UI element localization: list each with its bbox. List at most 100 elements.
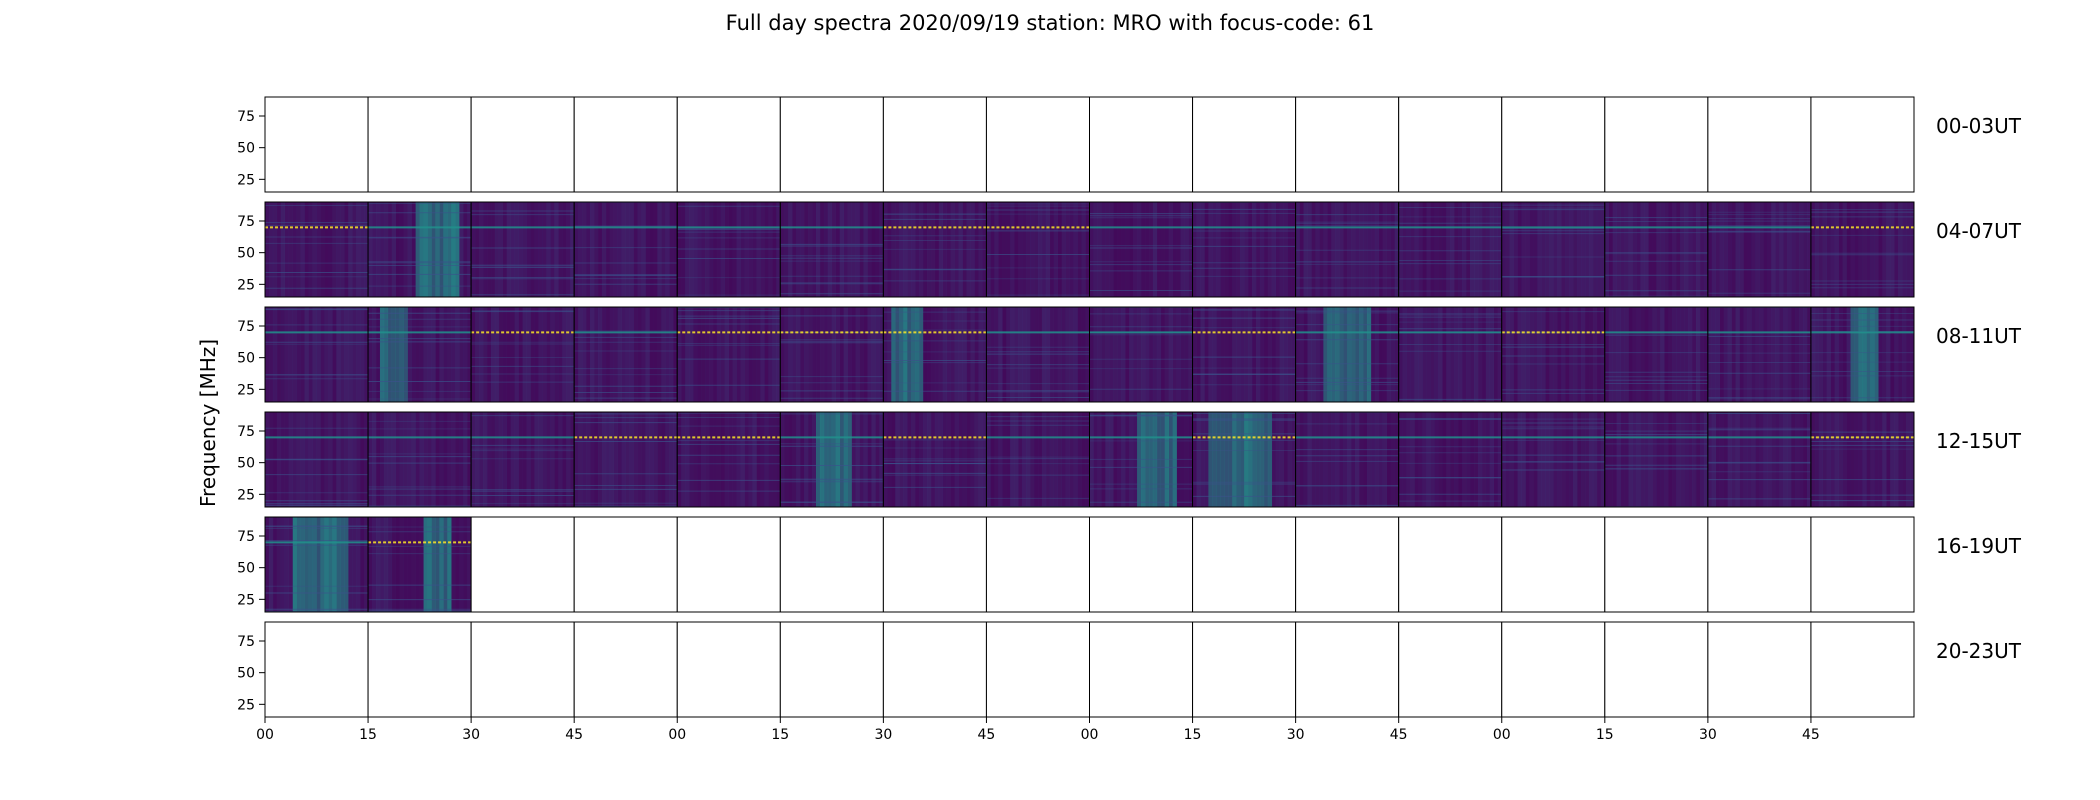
spectrum-panel xyxy=(985,306,1090,403)
spectrum-column xyxy=(712,412,718,507)
panel-background xyxy=(1089,97,1193,192)
spectrum-column xyxy=(1569,307,1574,402)
spectrum-column xyxy=(919,307,924,402)
spectrum-column xyxy=(463,202,468,297)
spectrum-column xyxy=(1275,202,1280,297)
panel-background xyxy=(1295,622,1399,717)
spectrum-column xyxy=(871,307,876,402)
spectrum-column xyxy=(1636,202,1641,297)
spectrum-column xyxy=(1810,412,1816,507)
panel-background xyxy=(986,517,1090,612)
spectrum-column xyxy=(1620,202,1625,297)
spectrum-column xyxy=(1874,202,1879,297)
spectrum-column xyxy=(1061,412,1066,507)
spectrum-column xyxy=(308,307,313,402)
spectrum-column xyxy=(1898,307,1903,402)
spectra-row: 75 50 25 04-07UT xyxy=(237,201,2022,298)
spectrum-column xyxy=(1604,307,1609,402)
spectrum-column xyxy=(498,202,504,297)
spectrum-column xyxy=(554,202,559,297)
spectrum-column xyxy=(1862,202,1867,297)
spectrum-column xyxy=(653,412,658,507)
spectrum-column xyxy=(1180,202,1185,297)
panel-background xyxy=(1501,202,1605,297)
spectrum-column xyxy=(340,307,345,402)
spectrum-column xyxy=(1442,412,1447,507)
panel-background xyxy=(780,202,884,297)
spectrum-column xyxy=(1743,412,1748,507)
spectrum-column xyxy=(383,202,389,297)
y-tick-label: 50 xyxy=(237,246,255,262)
spectrum-column xyxy=(1434,412,1439,507)
spectrum-column xyxy=(1204,202,1209,297)
spectrum-panel xyxy=(367,411,472,508)
spectrum-column xyxy=(792,202,797,297)
spectrum-column xyxy=(594,412,599,507)
spectrum-column xyxy=(1549,307,1554,402)
spectrum-column xyxy=(586,412,591,507)
spectrum-column xyxy=(1584,412,1590,507)
spectrum-column xyxy=(1458,307,1463,402)
spectrum-column xyxy=(332,202,337,297)
spectrum-column xyxy=(1826,202,1831,297)
spectrum-column xyxy=(1699,412,1705,507)
spectrum-column xyxy=(815,202,821,297)
spectrum-column xyxy=(851,202,856,297)
spectrum-column xyxy=(1426,307,1431,402)
spectrum-column xyxy=(625,307,630,402)
y-tick-label: 75 xyxy=(237,529,255,545)
spectrum-column xyxy=(1434,307,1439,402)
spectrum-column xyxy=(1818,412,1824,507)
spectrum-column xyxy=(990,412,995,507)
spectrum-panel xyxy=(264,516,369,613)
spectrum-column xyxy=(970,202,975,297)
spectrum-column xyxy=(427,517,432,612)
spectrum-column xyxy=(387,202,393,297)
spectrum-column xyxy=(447,307,452,402)
spectrum-column xyxy=(728,412,733,507)
spectrum-column xyxy=(863,412,868,507)
spectrum-column xyxy=(899,202,904,297)
spectrum-column xyxy=(1854,307,1859,402)
spectrum-column xyxy=(483,202,488,297)
spectrum-column xyxy=(1188,202,1193,297)
spectrum-column xyxy=(1513,202,1518,297)
spectrum-column xyxy=(736,307,741,402)
spectrum-column xyxy=(1489,412,1495,507)
spectrum-column xyxy=(601,307,607,402)
spectrum-panel xyxy=(1192,516,1297,613)
spectrum-column xyxy=(1164,202,1169,297)
spectrum-column xyxy=(1739,202,1744,297)
spectrum-column xyxy=(1129,202,1134,297)
spectra-row: 75 50 25 12-15UT xyxy=(237,411,2022,508)
spectrum-column xyxy=(1406,307,1411,402)
spectrum-column xyxy=(300,307,305,402)
spectrum-column xyxy=(360,517,365,612)
spectrum-column xyxy=(1200,202,1205,297)
spectrum-column xyxy=(1148,412,1154,507)
spectrum-column xyxy=(1854,202,1859,297)
spectrum-column xyxy=(804,307,809,402)
spectrum-column xyxy=(1081,412,1086,507)
spectrum-column xyxy=(704,307,710,402)
spectrum-column xyxy=(1735,412,1740,507)
spectrum-column xyxy=(340,202,345,297)
spectrum-column xyxy=(268,307,274,402)
spectrum-column xyxy=(1771,412,1776,507)
spectrum-column xyxy=(352,517,357,612)
spectrum-panel xyxy=(367,516,472,613)
spectrum-column xyxy=(1775,202,1780,297)
spectrum-column xyxy=(645,412,650,507)
spectrum-column xyxy=(907,202,912,297)
spectrum-column xyxy=(1291,412,1296,507)
spectrum-column xyxy=(1085,202,1090,297)
spectrum-panel xyxy=(367,621,472,718)
spectrum-column xyxy=(649,202,654,297)
spectrum-column xyxy=(1244,412,1249,507)
spectrum-column xyxy=(1842,412,1847,507)
spectrum-column xyxy=(1176,202,1181,297)
spectrum-column xyxy=(308,202,313,297)
spectrum-panel xyxy=(1295,516,1400,613)
spectrum-column xyxy=(1196,307,1201,402)
